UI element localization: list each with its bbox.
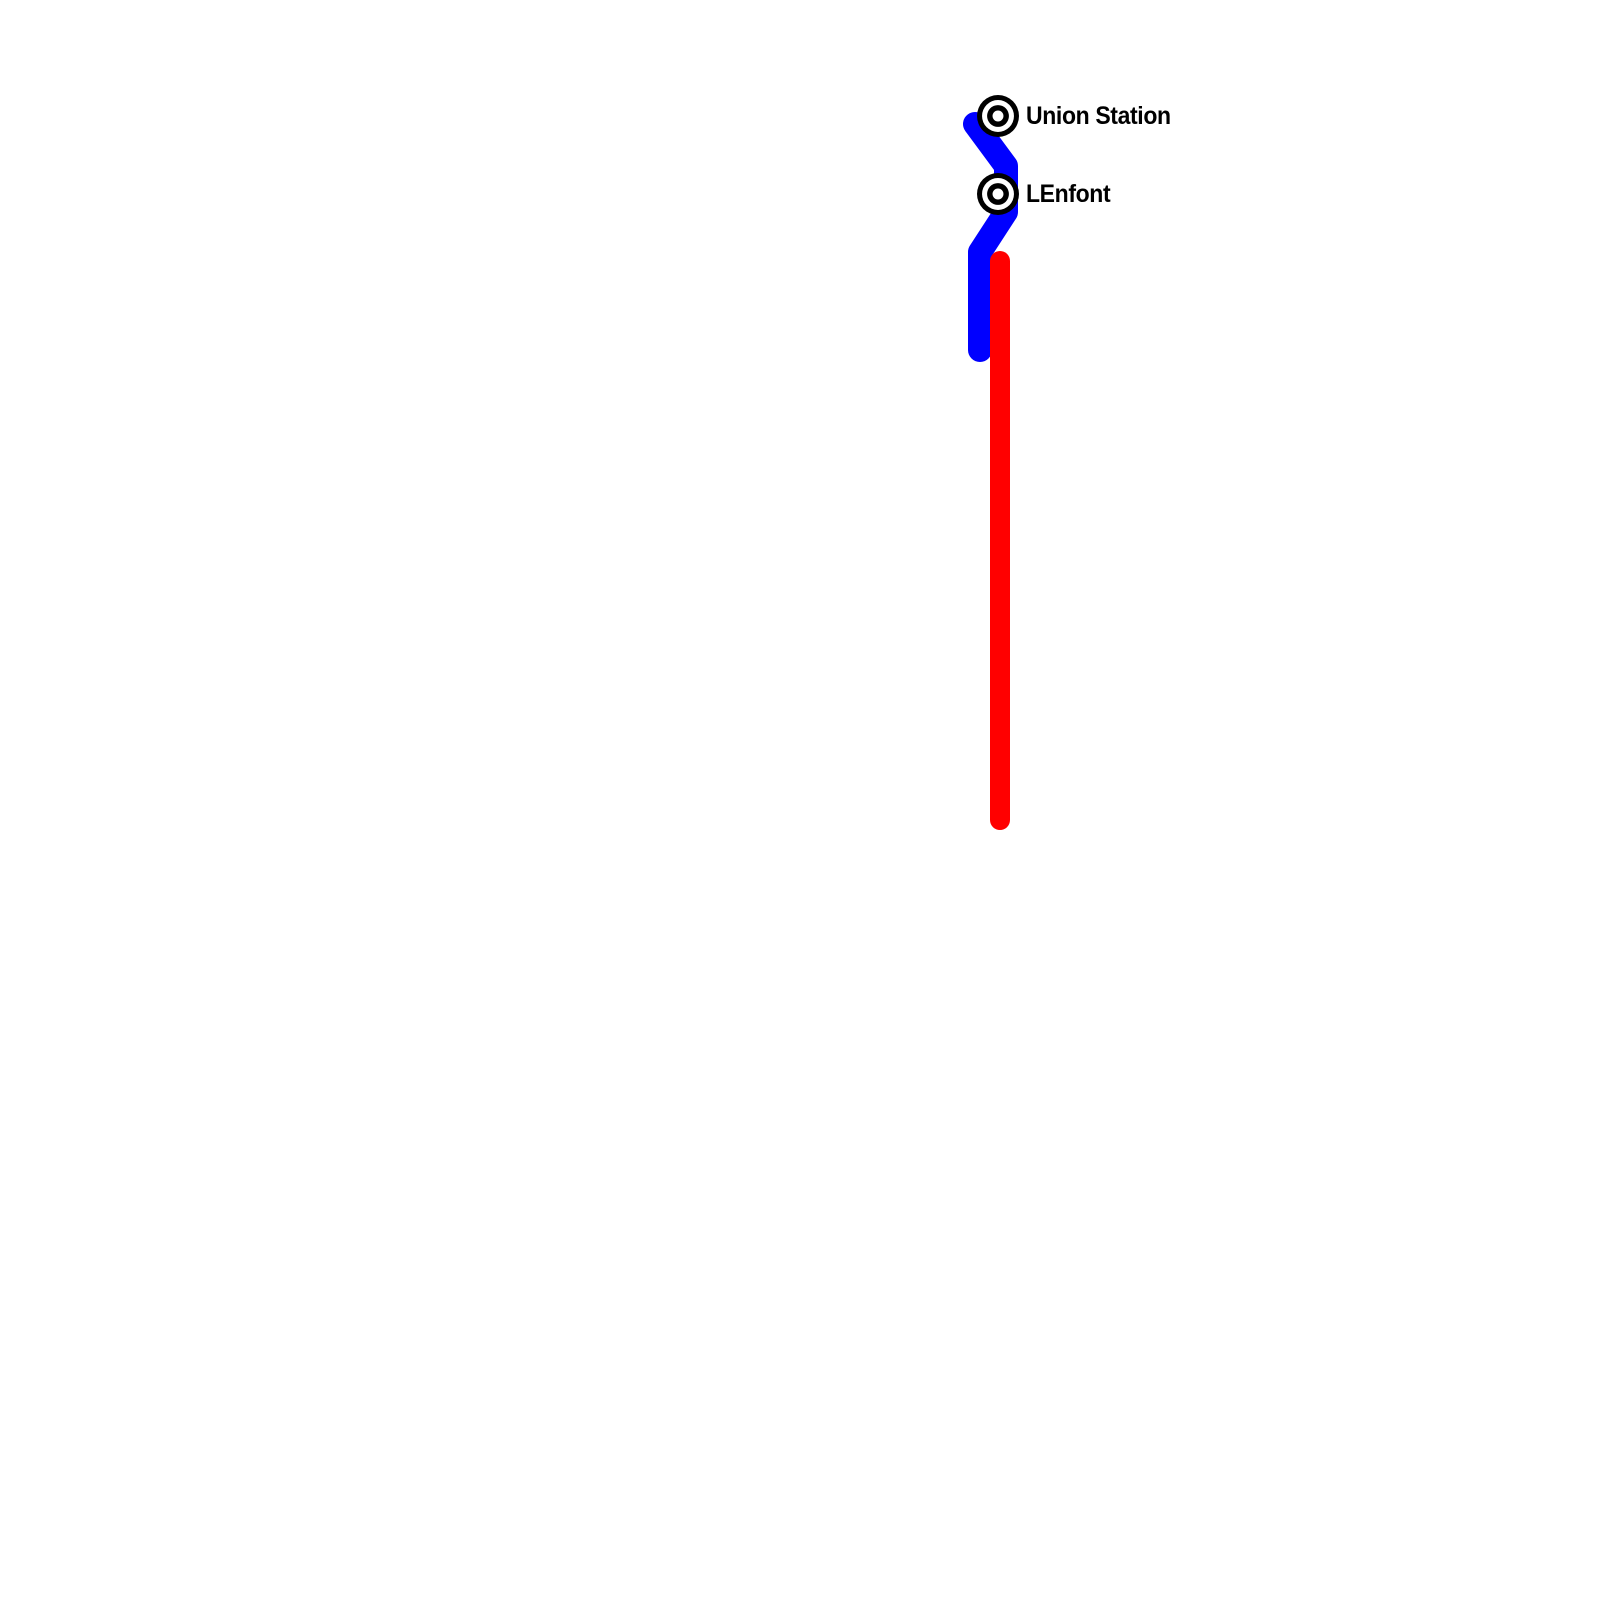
station-marker-lenfont[interactable] [977, 173, 1019, 215]
station-label-union-station: Union Station [1026, 102, 1171, 130]
station-marker-union-station[interactable] [977, 95, 1019, 137]
station-marker-group [977, 95, 1019, 215]
bullseye-ring-3 [992, 188, 1004, 200]
station-label-lenfont: LEnfont [1026, 180, 1111, 208]
bullseye-ring-3 [992, 110, 1004, 122]
